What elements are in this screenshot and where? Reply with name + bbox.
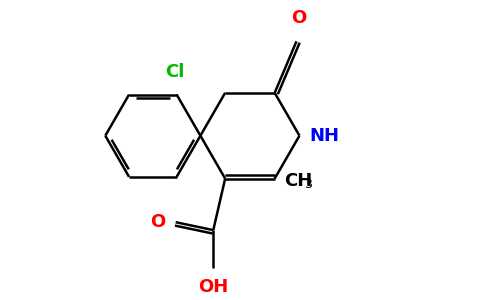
Text: O: O (291, 9, 306, 27)
Text: OH: OH (198, 278, 228, 296)
Text: CH: CH (285, 172, 313, 190)
Text: 3: 3 (304, 178, 312, 191)
Text: Cl: Cl (165, 63, 184, 81)
Text: O: O (151, 213, 166, 231)
Text: NH: NH (309, 127, 339, 145)
